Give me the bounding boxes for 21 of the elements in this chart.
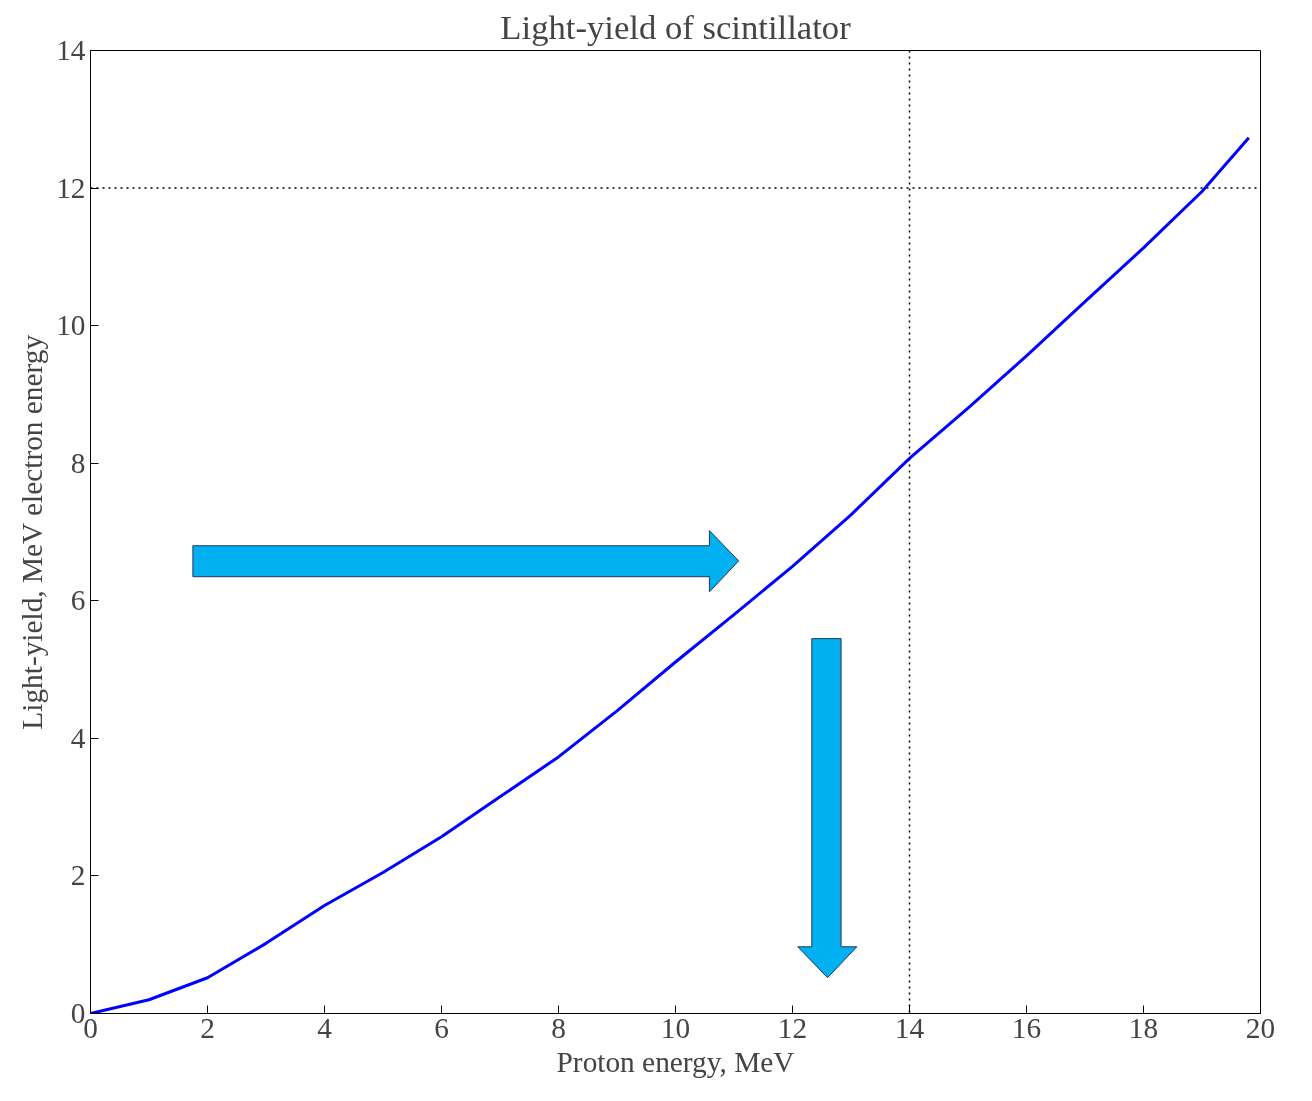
chart-title: Light-yield of scintillator	[500, 7, 852, 46]
x-tick-label: 20	[1245, 1011, 1276, 1044]
y-tick-label: 14	[56, 34, 86, 66]
x-tick-label: 18	[1128, 1011, 1159, 1044]
y-tick-label: 4	[70, 721, 86, 754]
y-tick-label: 10	[56, 309, 86, 342]
x-tick-label: 16	[1011, 1011, 1042, 1044]
y-tick-label: 8	[70, 446, 86, 479]
x-tick-label: 12	[777, 1011, 808, 1044]
x-tick-label: 4	[317, 1011, 333, 1044]
x-tick-label: 14	[894, 1011, 925, 1044]
x-tick-label: 10	[660, 1011, 691, 1044]
y-axis-title: Light-yield, MeV electron energy	[16, 334, 49, 730]
x-tick-label: 8	[551, 1011, 566, 1044]
y-tick-label: 12	[56, 171, 86, 204]
y-tick-label: 2	[70, 859, 86, 892]
x-tick-label: 6	[434, 1011, 449, 1044]
line-series	[90, 136, 1251, 1014]
y-tick-label: 6	[70, 584, 86, 617]
x-axis-title: Proton energy, MeV	[556, 1045, 795, 1078]
x-tick-label: 2	[200, 1011, 215, 1044]
